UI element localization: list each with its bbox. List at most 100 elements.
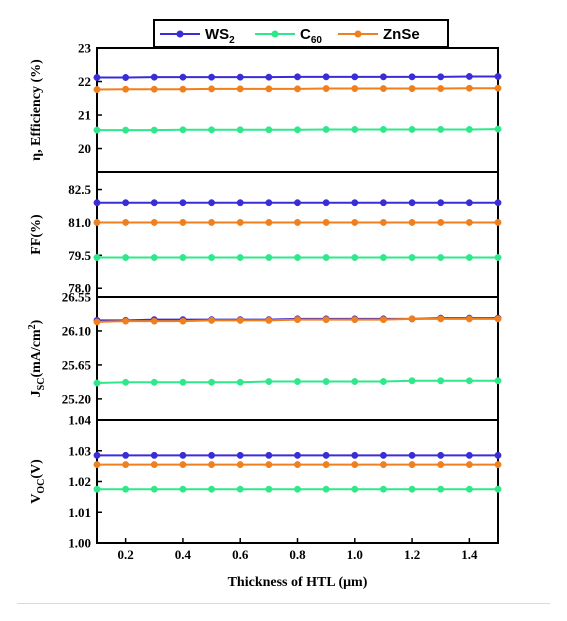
data-point-C60 [208,378,216,386]
data-point-C60 [150,485,158,493]
data-point-WS2 [179,451,187,459]
x-tick-label: 1.4 [461,547,478,562]
data-point-ZnSe [236,316,244,324]
legend-label-text: ZnSe [383,26,420,43]
data-point-C60 [379,125,387,133]
data-point-ZnSe [150,85,158,93]
data-point-C60 [122,378,130,386]
data-point-C60 [351,378,359,385]
data-point-C60 [150,378,158,386]
legend-marker-C60 [271,30,279,38]
y-tick-label: 25.65 [62,357,92,372]
data-point-C60 [294,378,301,385]
data-point-WS2 [494,73,502,80]
x-tick-label: 0.6 [232,547,249,562]
data-point-C60 [208,485,216,493]
data-point-C60 [437,125,445,133]
data-point-WS2 [208,199,216,207]
data-point-WS2 [93,199,101,207]
data-point-C60 [379,378,387,385]
data-point-WS2 [408,73,416,81]
y-tick-label: 1.01 [68,505,91,520]
data-point-ZnSe [179,85,187,93]
data-point-C60 [322,378,330,385]
data-point-C60 [265,378,273,385]
data-point-ZnSe [150,218,158,226]
panel-3: 25.20 25.65 26.10 26.55 JSC(mA/cm2) [27,290,502,421]
data-point-ZnSe [494,315,502,323]
data-point-ZnSe [465,315,473,323]
panel-frame [96,419,499,544]
data-point-C60 [122,126,130,134]
y-tick-label: 26.55 [62,290,92,305]
data-point-C60 [494,254,502,261]
x-tick-label: 0.8 [289,547,306,562]
data-point-ZnSe [408,461,416,469]
data-point-ZnSe [408,218,416,226]
data-point-WS2 [465,73,473,80]
data-point-ZnSe [122,218,130,226]
data-point-C60 [494,485,502,493]
data-point-C60 [494,125,502,133]
y-axis-title-sub: SC [36,378,47,391]
legend-marker-WS2 [176,30,184,38]
data-point-ZnSe [294,218,301,226]
y-axis-title-rest: (V) [29,459,44,479]
data-point-WS2 [265,199,273,207]
x-tick-label: 1.2 [404,547,420,562]
data-point-WS2 [437,73,445,81]
data-point-C60 [122,254,130,261]
y-tick-label: 20 [78,141,91,156]
data-point-C60 [208,126,216,134]
data-point-WS2 [379,73,387,81]
data-point-C60 [150,254,158,261]
data-point-ZnSe [122,461,130,469]
data-point-ZnSe [93,218,101,226]
data-point-ZnSe [93,318,101,326]
data-point-WS2 [379,199,387,207]
bottom-divider [17,603,550,604]
x-tick-label: 0.4 [175,547,192,562]
data-point-C60 [465,254,473,261]
data-point-C60 [93,126,101,134]
data-point-ZnSe [179,218,187,226]
data-point-C60 [351,125,359,133]
data-point-C60 [494,377,502,385]
legend-label-text: C [300,26,311,43]
data-point-ZnSe [122,317,130,325]
data-point-C60 [322,254,330,261]
data-point-C60 [179,126,187,134]
y-axis-title: JSC(mA/cm2) [27,319,47,397]
legend-label-C60: C60 [300,26,322,46]
data-point-C60 [150,126,158,134]
data-point-C60 [236,254,244,261]
data-point-WS2 [122,74,130,81]
data-point-C60 [265,254,273,261]
data-point-C60 [179,254,187,261]
data-point-ZnSe [437,85,445,93]
data-point-ZnSe [208,461,216,469]
data-point-ZnSe [322,85,330,93]
legend-label-text: WS [205,26,229,43]
data-point-ZnSe [322,218,330,226]
data-point-C60 [122,485,130,493]
panel-2: 78.0 79.5 81.0 82.5 FF(%) [29,171,502,298]
data-point-ZnSe [265,85,273,93]
legend-label-sub: 2 [229,35,235,46]
data-point-C60 [236,485,244,493]
data-point-ZnSe [465,218,473,226]
data-point-ZnSe [236,218,244,226]
data-point-C60 [437,254,445,261]
data-point-ZnSe [294,461,301,469]
data-point-WS2 [265,73,273,81]
legend-box [153,19,449,48]
legend-label-sub: 60 [311,35,323,46]
data-point-WS2 [351,73,359,81]
data-point-WS2 [122,451,130,459]
data-point-WS2 [351,451,359,459]
data-point-C60 [408,377,416,385]
data-point-C60 [465,485,473,493]
data-point-ZnSe [437,461,445,469]
legend: WS2 C60 ZnSe [153,19,449,48]
data-point-ZnSe [265,218,273,226]
